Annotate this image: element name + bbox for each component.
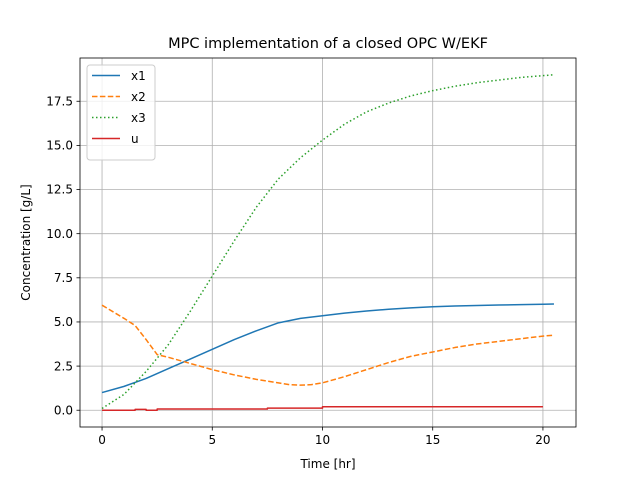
x-tick-label: 15 bbox=[425, 433, 440, 447]
y-tick-label: 17.5 bbox=[46, 94, 73, 108]
y-axis-ticks: 0.0 2.5 5.0 7.5 10.0 12.5 15.0 17.5 bbox=[46, 94, 80, 417]
x-tick-label: 0 bbox=[98, 433, 106, 447]
y-tick-label: 0.0 bbox=[54, 403, 73, 417]
plot-frame bbox=[79, 57, 577, 428]
y-tick-label: 12.5 bbox=[46, 183, 73, 197]
series-line-u bbox=[102, 405, 543, 411]
legend-box bbox=[86, 64, 156, 161]
y-tick-label: 5.0 bbox=[54, 315, 73, 329]
y-tick-label: 15.0 bbox=[46, 139, 73, 153]
series-group bbox=[101, 74, 555, 411]
y-tick-label: 10.0 bbox=[46, 227, 73, 241]
series-line-x2 bbox=[101, 304, 555, 386]
x-tick-label: 5 bbox=[208, 433, 216, 447]
y-axis-label: Concentration [g/L] bbox=[19, 184, 33, 300]
x-tick-label: 20 bbox=[535, 433, 550, 447]
x-axis-ticks: 0 5 10 15 20 bbox=[98, 427, 551, 447]
series-line-x1 bbox=[101, 303, 554, 394]
legend-label-x3: x3 bbox=[131, 111, 146, 125]
legend-label-x1: x1 bbox=[131, 69, 146, 83]
chart-title: MPC implementation of a closed OPC W/EKF bbox=[168, 36, 488, 52]
legend-label-u: u bbox=[131, 132, 139, 146]
x-tick-label: 10 bbox=[315, 433, 330, 447]
y-tick-label: 7.5 bbox=[54, 271, 73, 285]
legend: x1 x2 x3 u bbox=[86, 64, 156, 161]
x-axis-label: Time [hr] bbox=[299, 457, 355, 471]
series-line-x3 bbox=[101, 74, 555, 410]
grid-lines bbox=[80, 58, 576, 427]
y-tick-label: 2.5 bbox=[54, 359, 73, 373]
legend-label-x2: x2 bbox=[131, 90, 146, 104]
